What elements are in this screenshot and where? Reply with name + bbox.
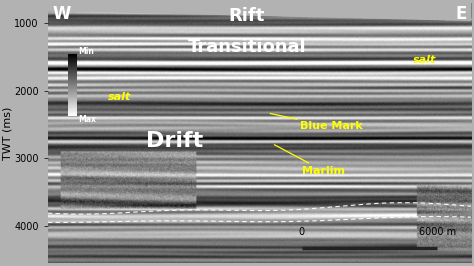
Text: Transitional: Transitional	[188, 38, 306, 56]
Text: W: W	[52, 5, 71, 23]
Text: Blue Mark: Blue Mark	[270, 114, 363, 131]
Text: salt: salt	[108, 92, 131, 102]
Text: E: E	[456, 5, 467, 23]
Text: 0: 0	[299, 227, 305, 237]
Text: Marlim: Marlim	[274, 145, 345, 176]
Text: Rift: Rift	[228, 7, 265, 25]
Text: Drift: Drift	[146, 131, 203, 151]
Y-axis label: TWT (ms): TWT (ms)	[3, 106, 13, 160]
Polygon shape	[48, 3, 471, 21]
Text: Min: Min	[78, 47, 94, 56]
Text: 6000 m: 6000 m	[419, 227, 456, 237]
Text: salt: salt	[413, 55, 437, 65]
Text: Max: Max	[78, 115, 96, 124]
